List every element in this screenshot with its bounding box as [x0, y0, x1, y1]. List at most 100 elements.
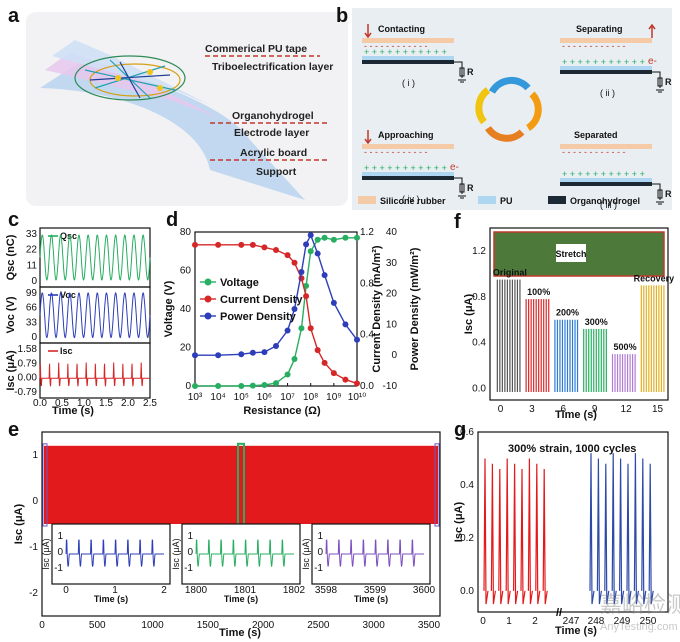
- chart-d-point-1-5: [273, 246, 279, 253]
- step-title-0: Contacting: [378, 24, 425, 34]
- chart-d-point-0-10: [307, 248, 314, 255]
- chart-g-xtick-4: 248: [588, 616, 605, 627]
- cell-hydrogel-2: [560, 182, 652, 186]
- chart-d-point-2-1: [215, 352, 222, 359]
- panel-label-b: b: [336, 5, 348, 27]
- chart-e-inset-ylabel-0: Isc (μA): [41, 538, 51, 569]
- chart-g-annotation: 300% strain, 1000 cycles: [508, 443, 636, 455]
- chart-e-inset-xlabel-2: Time (s): [354, 594, 388, 604]
- chart-d-point-0-6: [284, 371, 291, 378]
- chart-e-inset-ytick-1-1: 0: [187, 547, 193, 558]
- cell-wire-2: [652, 183, 661, 200]
- panel-d: d 10³ 10⁴ 10⁵ 10⁶ 10⁷ 10⁸ 10⁹ 10¹⁰ 0 20 40 60 80 0.0 0…: [163, 209, 421, 417]
- chart-d-point-2-2: [238, 351, 245, 358]
- teng-process-cells: Contacting- - - - - - - - - - - -+ + + +…: [362, 23, 672, 210]
- chart-d-line-2: [195, 233, 358, 356]
- chart-c-xtick-0: 0.0: [33, 398, 47, 409]
- chart-c: 33 22 11 0 Qsc (nC) Qsc 99 66 33 0 Voc (V) Voc 1.58 0…: [5, 227, 157, 409]
- legend-pu: PU: [500, 196, 513, 206]
- chart-d-ytick-right1-1: 0.4: [360, 330, 374, 341]
- chart-d-point-2-8: [298, 269, 305, 276]
- chart-d-point-1-11: [314, 347, 321, 354]
- cell-ground-3: [458, 195, 466, 199]
- watermark: 嘉峪检测网 AnyTesting.com: [600, 592, 680, 633]
- chart-g-spike-0-7: [535, 463, 541, 605]
- panel-c: c 33 22 11 0 Qsc (nC) Qsc 99 66 33 0 Voc (V) Voc 1.5…: [5, 209, 157, 417]
- panel-label-f: f: [454, 211, 461, 233]
- chart-c-ytick-2-0: 1.58: [18, 344, 38, 355]
- chart-d-ytick-left-3: 60: [180, 266, 192, 277]
- cell-ground-2: [656, 201, 664, 205]
- cell-resistor-0: [459, 67, 465, 77]
- chart-d-ytick-right2-3: 20: [386, 289, 398, 300]
- chart-g-spike-1-1: [596, 458, 602, 605]
- chart-d-point-0-7: [291, 356, 298, 363]
- chart-e-xtick-4: 2000: [252, 620, 275, 631]
- chart-d-point-0-1: [215, 383, 222, 389]
- chart-d-point-2-4: [261, 349, 268, 356]
- panel-label-g: g: [454, 419, 466, 441]
- step-arrow-3: [364, 130, 372, 145]
- chart-c-legend-1: Voc: [60, 290, 76, 300]
- chart-c-ytick-1-2: 33: [26, 317, 38, 328]
- cell-plus-0: + + + + + + + + + + +: [364, 47, 447, 57]
- chart-f-xlabel: Time (s): [555, 409, 597, 421]
- chart-e-xtick-2: 1000: [141, 620, 164, 631]
- cell-minus-1: - - - - - - - - - - - -: [562, 41, 625, 51]
- chart-d-legend-2: Power Density: [220, 311, 297, 323]
- chart-f-xtick-4: 12: [621, 404, 633, 415]
- chart-g-spike-0-6: [527, 458, 533, 605]
- step-arrow-0: [364, 24, 372, 39]
- chart-c-ytick-0-1: 22: [26, 245, 38, 256]
- chart-g-spike-1-2: [604, 463, 610, 605]
- chart-g: 0 1 2 247 248 249 250 // 0.0 0.2 0.4 0.6 Isc (μA) 300…: [453, 427, 669, 627]
- chart-g-xlabel: Time (s): [555, 625, 597, 637]
- chart-d-line-1: [195, 244, 358, 385]
- chart-d-legend-marker-2: [204, 312, 212, 320]
- cell-minus-0: - - - - - - - - - - - -: [364, 41, 427, 51]
- chart-c-xtick-1: 0.5: [55, 398, 69, 409]
- chart-d-point-0-0: [192, 383, 198, 389]
- legend-organohydrogel: Organohydrogel: [570, 196, 640, 206]
- chart-c-series-Voc: [39, 291, 151, 339]
- cell-plus-2: + + + + + + + + + + +: [562, 169, 645, 179]
- chart-e-window-start: [42, 443, 48, 527]
- chart-c-ytick-2-3: -0.79: [14, 387, 37, 398]
- chart-d-point-2-11: [314, 250, 321, 257]
- legend-swatch-pu: [478, 196, 496, 204]
- cell-silicone-3: [362, 144, 454, 149]
- cell-resistor-1: [657, 77, 663, 87]
- chart-g-ytick-1: 0.2: [460, 533, 474, 544]
- chart-c-series-Qsc: [39, 234, 151, 281]
- chart-e-xtick-3: 1500: [197, 620, 220, 631]
- panel-g: g 0 1 2 247 248 249 250 // 0.0 0.2 0.4 0.6 Isc (μA) 3…: [453, 419, 669, 637]
- chart-e-inset-ytick-2-1: 0: [317, 547, 323, 558]
- step-title-1: Separating: [576, 24, 623, 34]
- chart-e-inset-xtick-1-1: 1801: [234, 585, 257, 596]
- chart-e-inset-ytick-0-2: -1: [54, 563, 63, 574]
- chart-e-ylabel: Isc (μA): [13, 503, 25, 544]
- chart-d-ytick-right1-2: 0.8: [360, 278, 374, 289]
- chart-f-photo-label-bg: [556, 244, 586, 262]
- chart-g-xtick-5: 249: [614, 616, 631, 627]
- chart-c-xlabel: Time (s): [52, 405, 94, 417]
- chart-d-point-1-3: [249, 241, 256, 248]
- chart-d-ytick-right2-1: 0: [391, 350, 397, 361]
- chart-c-ytick-2-2: 0.00: [18, 373, 38, 384]
- chart-g-spike-1-7: [641, 458, 647, 605]
- chart-d-ytick-left-2: 40: [180, 304, 192, 315]
- panel-b: b Contacting- - - - - - - - - - - -+ + +…: [336, 5, 672, 210]
- chart-e-signal-band: [44, 445, 438, 524]
- chart-d: 10³ 10⁴ 10⁵ 10⁶ 10⁷ 10⁸ 10⁹ 10¹⁰ 0 20 40 60 80 0.0 0.4…: [163, 227, 421, 403]
- chart-f: 0 3 6 9 12 15 0.0 0.4 0.8 1.2 Isc (μA) Stretch Origi…: [463, 227, 674, 415]
- chart-d-point-0-5: [273, 380, 279, 387]
- cycle-arrows: [475, 76, 542, 142]
- chart-d-point-1-10: [307, 325, 314, 332]
- cell-ground-0: [458, 79, 466, 83]
- chart-g-spike-0-4: [513, 463, 519, 605]
- chart-d-point-2-9: [303, 241, 310, 248]
- cell-hydrogel-1: [560, 70, 652, 74]
- chart-d-line-0: [195, 237, 357, 387]
- step-number-0: ( i ): [402, 78, 415, 88]
